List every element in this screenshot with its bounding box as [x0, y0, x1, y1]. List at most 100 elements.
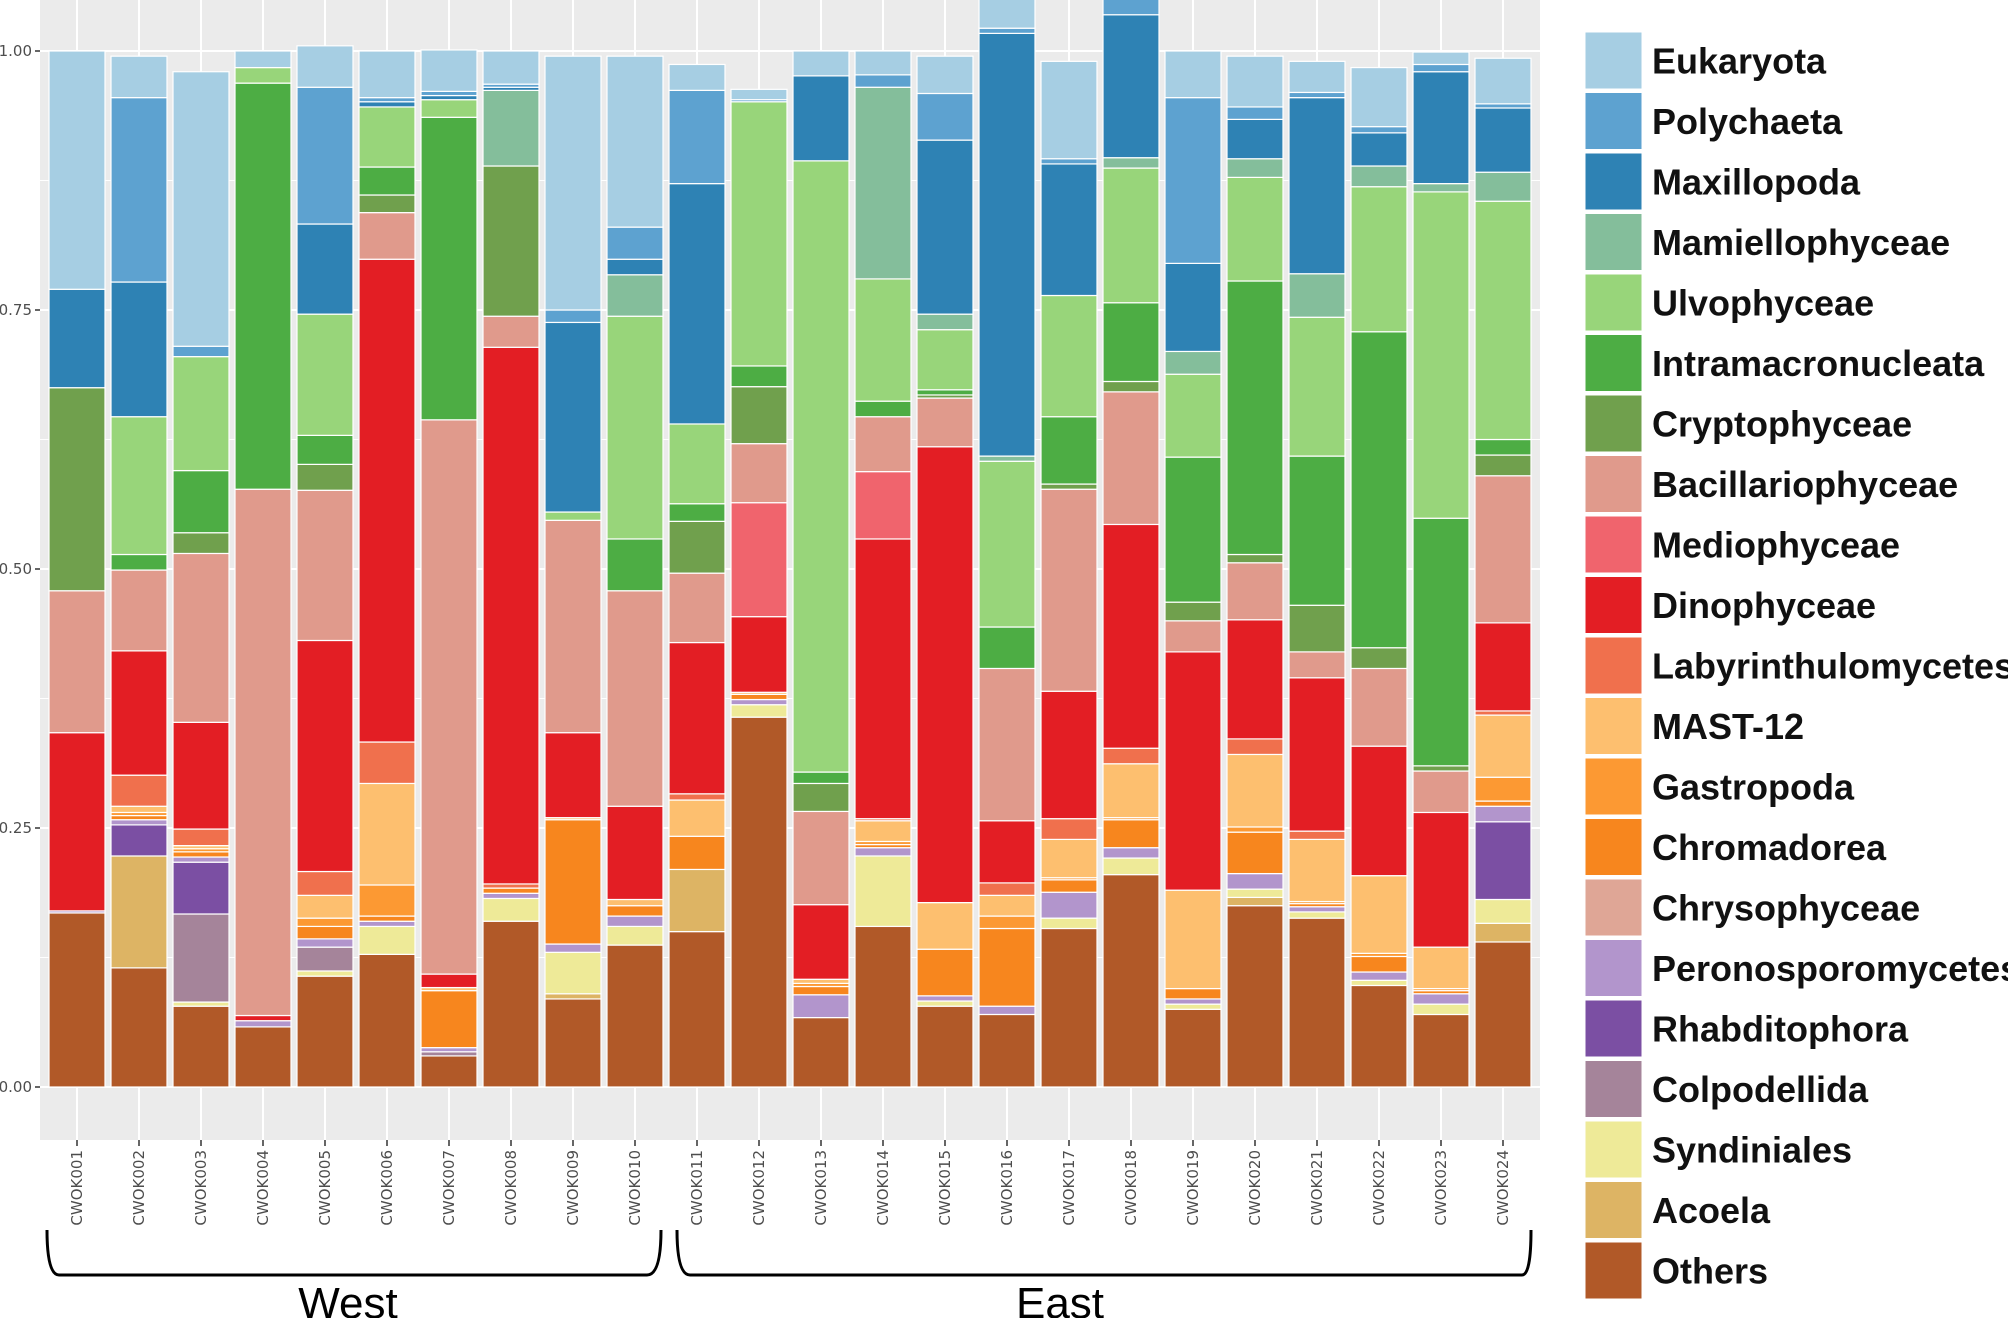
y-tick-label: 1.00 [0, 42, 32, 60]
bar-segment [916, 901, 974, 950]
bar-segment [730, 365, 788, 388]
bar-segment [854, 471, 912, 540]
bar-segment [1102, 857, 1160, 876]
x-axis: CWOK001 CWOK002 CWOK003 CWOK004 CWOK005 CWOK0… [68, 1140, 1512, 1226]
bar-segment [296, 313, 354, 436]
bar-segment [1102, 523, 1160, 749]
bar-segment [296, 925, 354, 940]
bar-segment [544, 519, 602, 734]
bar-segment [854, 400, 912, 418]
bar-segment [1288, 906, 1346, 913]
bar-segment [110, 824, 168, 857]
bar-segment [606, 925, 664, 946]
bar-stack-CWOK010 [606, 55, 664, 1088]
legend-label: Intramacronucleata [1652, 343, 1985, 384]
bar-segment [1102, 747, 1160, 765]
bar-segment [668, 799, 726, 837]
x-tick-label: CWOK013 [812, 1150, 830, 1226]
bar-segment [854, 50, 912, 76]
bar-segment [1474, 710, 1532, 716]
bar-segment [1102, 847, 1160, 859]
bar-segment [1412, 1003, 1470, 1016]
bar-segment [978, 1013, 1036, 1088]
bar-segment [172, 828, 230, 847]
bar-segment [1350, 875, 1408, 954]
legend-swatch [1584, 394, 1643, 453]
legend-label: Syndiniales [1652, 1130, 1852, 1171]
legend: Eukaryota Polychaeta Maxillopoda Mamielloph… [1584, 31, 2008, 1300]
bar-segment [110, 805, 168, 814]
west-bracket [45, 1229, 663, 1277]
bar-segment [296, 45, 354, 88]
bar-segment [1288, 60, 1346, 94]
x-tick-label: CWOK015 [936, 1150, 954, 1226]
bar-segment [854, 925, 912, 1088]
bar-segment [1350, 971, 1408, 981]
x-tick-label: CWOK004 [254, 1150, 272, 1226]
bar-segment [234, 488, 292, 1017]
x-tick-label: CWOK010 [626, 1150, 644, 1226]
bar-segment [668, 930, 726, 1088]
bar-segment [1102, 302, 1160, 383]
bar-segment [420, 49, 478, 93]
bar-segment [358, 920, 416, 928]
x-tick-label: CWOK024 [1494, 1150, 1512, 1226]
bar-segment [482, 346, 540, 885]
bar-segment [110, 819, 168, 826]
bar-stack-CWOK017 [1040, 60, 1098, 1088]
legend-label: Chromadorea [1652, 827, 1887, 868]
bar-segment [48, 288, 106, 389]
bar-segment [172, 1005, 230, 1088]
bar-segment [1040, 690, 1098, 820]
bar-segment [48, 912, 106, 1088]
bar-segment [1164, 262, 1222, 353]
y-tick-label: 0.50 [0, 560, 32, 578]
x-tick-label: CWOK023 [1432, 1150, 1450, 1226]
bar-segment [1474, 922, 1532, 943]
legend-swatch [1584, 878, 1643, 937]
y-tick-label: 0.25 [0, 819, 32, 837]
legend-item: Dinophyceae [1584, 576, 1876, 634]
bar-segment [916, 329, 974, 391]
bar-segment [358, 741, 416, 785]
legend-item: Peronosporomycetes [1584, 939, 2008, 997]
legend-label: Mediophyceae [1652, 525, 1900, 566]
bar-segment [172, 532, 230, 555]
bar-segment [1350, 984, 1408, 1088]
legend-item: Mamiellophyceae [1584, 213, 1950, 271]
legend-item: Rhabditophora [1584, 999, 1909, 1058]
bar-stack-CWOK004 [234, 50, 292, 1088]
bar-segment [1226, 738, 1284, 756]
bar-segment [358, 953, 416, 1088]
bar-segment [730, 88, 788, 101]
bar-segment [1164, 350, 1222, 375]
bar-stack-CWOK003 [172, 71, 230, 1088]
bar-segment [110, 97, 168, 283]
bar-stack-CWOK007 [420, 49, 478, 1088]
bar-stack-CWOK015 [916, 55, 974, 1088]
bar-segment [358, 258, 416, 743]
bar-segment [668, 183, 726, 425]
x-tick-label: CWOK009 [564, 1150, 582, 1226]
bar-segment [1226, 872, 1284, 890]
legend-label: Chrysophyceae [1652, 888, 1920, 929]
bar-segment [1474, 103, 1532, 109]
bar-segment [544, 511, 602, 521]
bar-segment [1288, 677, 1346, 832]
bar-segment [1350, 745, 1408, 877]
bar-segment [1288, 911, 1346, 919]
bar-segment [1474, 107, 1532, 173]
legend-swatch [1584, 334, 1643, 392]
legend-item: Mediophyceae [1584, 515, 1900, 574]
legend-swatch [1584, 213, 1643, 271]
bar-segment [296, 946, 354, 972]
bar-segment [1102, 763, 1160, 819]
bar-segment [110, 967, 168, 1088]
bar-segment [978, 820, 1036, 884]
bar-segment [482, 50, 540, 85]
legend-label: Maxillopoda [1652, 162, 1861, 203]
bar-stack-CWOK013 [792, 50, 850, 1088]
legend-label: Eukaryota [1652, 41, 1827, 82]
bar-segment [172, 851, 230, 858]
bar-segment [358, 915, 416, 922]
